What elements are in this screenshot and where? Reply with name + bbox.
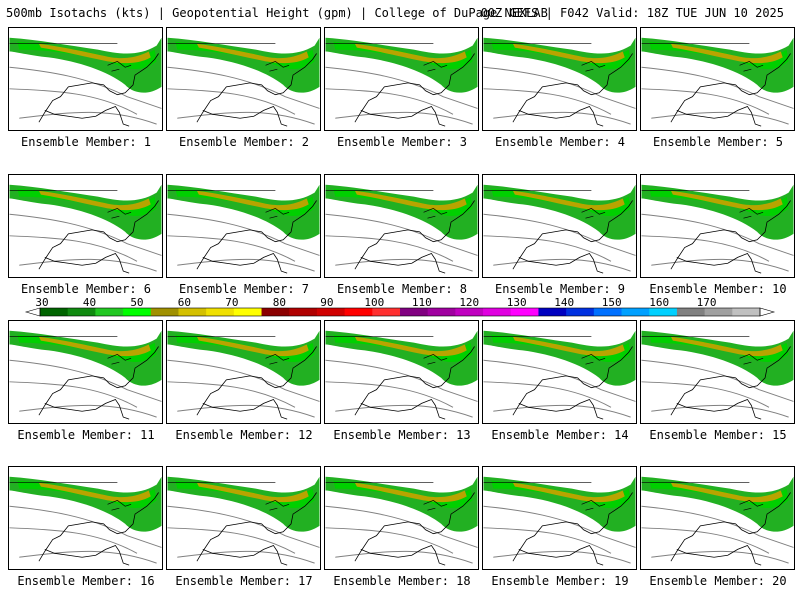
isotach-colorbar: 30 40 50 60 70 80 90 100 110 120 130 140 150 160 170 <box>0 296 800 320</box>
colorbar-swatch <box>316 308 346 316</box>
ensemble-panel-map <box>166 174 321 278</box>
ensemble-panel-map <box>324 466 479 570</box>
colorbar-swatch <box>372 308 401 316</box>
ensemble-member-label: Ensemble Member: 4 <box>494 135 626 149</box>
ensemble-panel-map <box>324 27 479 131</box>
colorbar-swatch <box>732 308 761 316</box>
colorbar-swatch <box>427 308 456 316</box>
ensemble-panel-map <box>482 174 637 278</box>
run-valid-time: 00Z GEFS | F042 Valid: 18Z TUE JUN 10 20… <box>480 6 784 20</box>
colorbar-swatch <box>344 308 373 316</box>
colorbar-swatch <box>123 308 152 316</box>
ensemble-panel-map <box>8 466 163 570</box>
colorbar-tick-label: 120 <box>459 296 479 309</box>
ensemble-member-label: Ensemble Member: 20 <box>649 574 787 588</box>
colorbar-swatch <box>95 308 124 316</box>
colorbar-swatch <box>704 308 733 316</box>
colorbar-swatch <box>40 308 69 316</box>
colorbar-tick-label: 110 <box>412 296 432 309</box>
colorbar-tick-label: 170 <box>697 296 717 309</box>
ensemble-panel-map <box>166 27 321 131</box>
ensemble-member-label: Ensemble Member: 16 <box>17 574 155 588</box>
ensemble-member-label: Ensemble Member: 19 <box>491 574 629 588</box>
colorbar-swatch <box>455 308 484 316</box>
ensemble-member-label: Ensemble Member: 15 <box>649 428 787 442</box>
colorbar-tick-label: 50 <box>130 296 143 309</box>
ensemble-panel-map <box>166 466 321 570</box>
ensemble-panel-map <box>482 320 637 424</box>
colorbar-swatch <box>233 308 263 316</box>
colorbar-tick-label: 40 <box>83 296 96 309</box>
colorbar-tick-label: 160 <box>649 296 669 309</box>
ensemble-member-label: Ensemble Member: 1 <box>20 135 152 149</box>
colorbar-swatch <box>150 308 179 316</box>
ensemble-panel-map <box>640 27 795 131</box>
ensemble-member-label: Ensemble Member: 2 <box>178 135 310 149</box>
ensemble-panel-map <box>482 466 637 570</box>
ensemble-panel-map <box>324 174 479 278</box>
colorbar-swatch <box>621 308 650 316</box>
ensemble-panel-map <box>8 27 163 131</box>
colorbar-swatch <box>206 308 235 316</box>
ensemble-panel-map <box>640 174 795 278</box>
ensemble-member-label: Ensemble Member: 18 <box>333 574 471 588</box>
ensemble-member-label: Ensemble Member: 5 <box>652 135 784 149</box>
colorbar-swatch <box>483 308 512 316</box>
colorbar-swatch <box>593 308 623 316</box>
ensemble-member-label: Ensemble Member: 3 <box>336 135 468 149</box>
ensemble-member-label: Ensemble Member: 14 <box>491 428 629 442</box>
ensemble-panel-map <box>482 27 637 131</box>
colorbar-swatch <box>649 308 678 316</box>
colorbar-swatch <box>261 308 290 316</box>
ensemble-panel-map <box>324 320 479 424</box>
colorbar-tick-label: 30 <box>35 296 48 309</box>
colorbar-swatch <box>400 308 429 316</box>
colorbar-swatch <box>538 308 567 316</box>
ensemble-panel-map <box>8 174 163 278</box>
header: 500mb Isotachs (kts) | Geopotential Heig… <box>6 2 796 24</box>
ensemble-member-label: Ensemble Member: 13 <box>333 428 471 442</box>
ensemble-member-label: Ensemble Member: 9 <box>494 282 626 296</box>
colorbar-tick-label: 150 <box>602 296 622 309</box>
colorbar-swatch <box>566 308 595 316</box>
ensemble-member-label: Ensemble Member: 8 <box>336 282 468 296</box>
colorbar-swatch <box>67 308 96 316</box>
colorbar-tick-label: 70 <box>225 296 238 309</box>
ensemble-member-label: Ensemble Member: 11 <box>17 428 155 442</box>
colorbar-tick-label: 60 <box>178 296 191 309</box>
colorbar-tick-label: 130 <box>507 296 527 309</box>
ensemble-member-label: Ensemble Member: 7 <box>178 282 310 296</box>
colorbar-swatch <box>510 308 539 316</box>
ensemble-member-label: Ensemble Member: 6 <box>20 282 152 296</box>
colorbar-tick-label: 100 <box>364 296 384 309</box>
product-title: 500mb Isotachs (kts) | Geopotential Heig… <box>6 6 548 20</box>
colorbar-tick-label: 140 <box>554 296 574 309</box>
ensemble-member-label: Ensemble Member: 12 <box>175 428 313 442</box>
colorbar-swatch <box>178 308 207 316</box>
ensemble-panel-map <box>8 320 163 424</box>
ensemble-panel-map <box>640 466 795 570</box>
colorbar-swatch <box>676 308 706 316</box>
ensemble-panel-map <box>640 320 795 424</box>
colorbar-tick-label: 90 <box>320 296 333 309</box>
ensemble-member-label: Ensemble Member: 10 <box>649 282 787 296</box>
ensemble-panel-map <box>166 320 321 424</box>
ensemble-member-label: Ensemble Member: 17 <box>175 574 313 588</box>
colorbar-tick-label: 80 <box>273 296 286 309</box>
colorbar-swatch <box>289 308 318 316</box>
